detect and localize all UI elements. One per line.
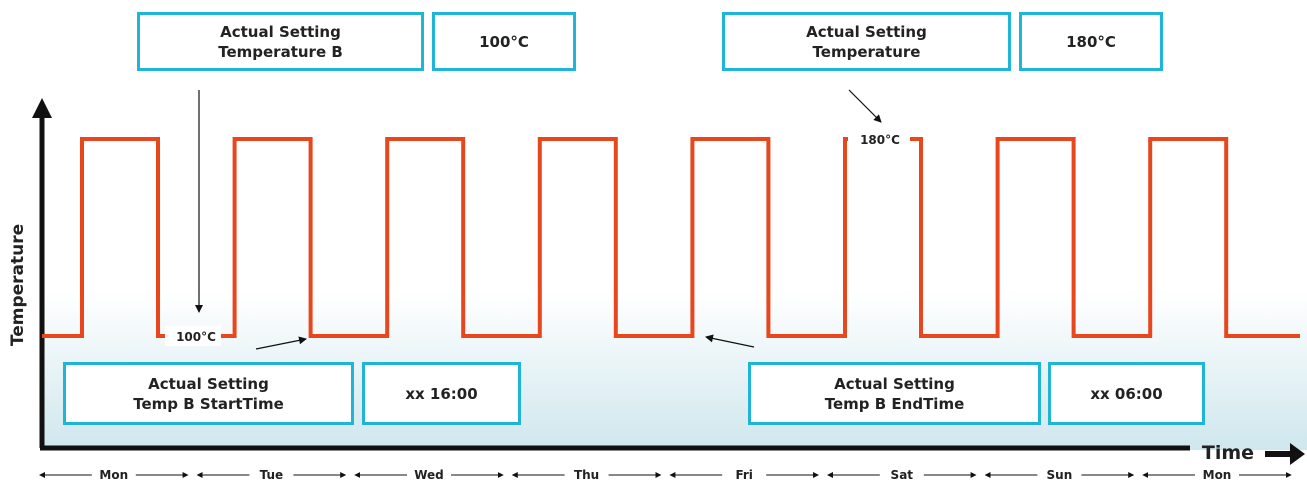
time-arrow-icon: [1265, 443, 1305, 465]
end-time-value-box: xx 06:00: [1048, 362, 1205, 425]
temp-setting-box: Actual Setting Temperature: [722, 12, 1011, 71]
day-range-sat: Sat: [827, 468, 977, 482]
day-label: Wed: [414, 468, 444, 482]
day-range-fri: Fri: [669, 468, 819, 482]
start-time-value-box: xx 16:00: [362, 362, 521, 425]
day-range-mon: Mon: [39, 468, 189, 482]
day-ranges: Mon Tue Wed Thu Fri Sat Sun Mon: [39, 468, 1292, 482]
temperature-square-wave: [42, 137, 1300, 338]
day-range-sun: Sun: [984, 468, 1135, 482]
temp-setting-label: Actual Setting Temperature: [806, 22, 927, 61]
day-range-tue: Tue: [196, 468, 347, 482]
pointer-arrow-start-time: [255, 336, 307, 350]
pointer-arrow-end-time: [705, 334, 755, 348]
high-temp-label: 180°C: [860, 133, 900, 147]
end-time-setting-box: Actual Setting Temp B EndTime: [748, 362, 1041, 425]
temp-b-setting-box: Actual Setting Temperature B: [137, 12, 424, 71]
day-label: Mon: [1203, 468, 1232, 482]
day-label: Thu: [574, 468, 599, 482]
pointer-arrow-temp: [848, 89, 882, 123]
y-axis-label: Temperature: [8, 224, 28, 346]
day-range-thu: Thu: [511, 468, 662, 482]
day-label: Fri: [735, 468, 752, 482]
x-axis-label: Time: [1202, 442, 1254, 464]
day-label: Tue: [260, 468, 284, 482]
temp-b-setting-label: Actual Setting Temperature B: [218, 22, 343, 61]
low-label-gap: [165, 326, 221, 346]
low-temp-label: 100°C: [176, 330, 216, 344]
day-label: Mon: [99, 468, 128, 482]
start-time-setting-box: Actual Setting Temp B StartTime: [63, 362, 354, 425]
day-range-mon-next: Mon: [1142, 468, 1292, 482]
temp-value-box: 180°C: [1019, 12, 1163, 71]
temp-b-value: 100°C: [479, 32, 529, 51]
day-range-wed: Wed: [354, 468, 504, 482]
end-time-setting-label: Actual Setting Temp B EndTime: [824, 374, 965, 413]
y-axis-arrow-icon: [32, 98, 52, 118]
start-time-setting-label: Actual Setting Temp B StartTime: [133, 374, 284, 413]
day-label: Sat: [891, 468, 914, 482]
high-label-gap: [848, 129, 910, 149]
day-label: Sun: [1047, 468, 1073, 482]
temp-value: 180°C: [1066, 32, 1116, 51]
start-time-value: xx 16:00: [405, 384, 478, 403]
temp-b-value-box: 100°C: [432, 12, 576, 71]
end-time-value: xx 06:00: [1090, 384, 1163, 403]
